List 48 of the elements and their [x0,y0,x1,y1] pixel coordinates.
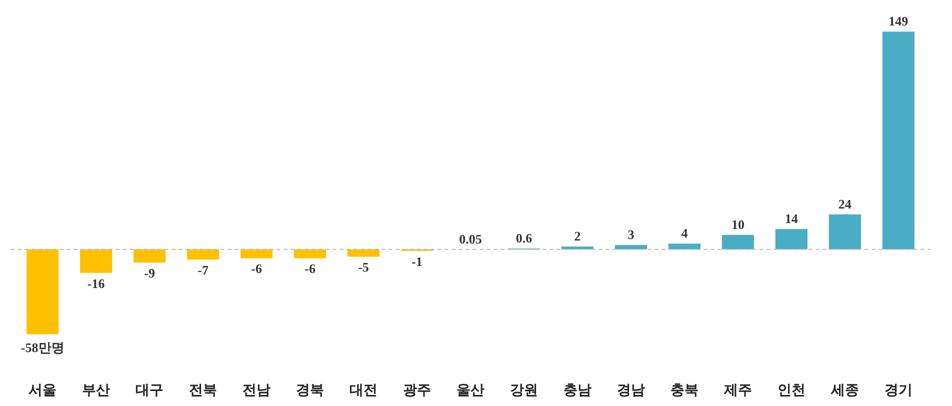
data-label: 3 [628,227,635,242]
data-label: -16 [87,276,106,291]
data-label: 0.05 [459,231,482,246]
x-tick-label: 전남 [242,382,271,398]
data-label: 0.6 [516,230,533,246]
data-label: -6 [251,261,262,276]
data-label: 24 [838,196,852,212]
x-tick-label: 충북 [670,382,698,398]
data-label: -9 [144,266,156,281]
data-label: 4 [681,226,688,241]
bar [561,246,594,250]
bar [187,249,220,260]
bar [722,234,754,250]
bar [775,228,808,250]
x-tick-label: 전북 [189,382,218,398]
x-tick-label: 인천 [777,382,806,398]
bar [828,214,861,250]
bar [294,249,326,258]
data-label: 10 [731,216,744,232]
data-label: -6 [304,261,316,276]
x-tick-label: 서울 [28,382,57,398]
bar [240,249,273,258]
x-tick-label: 광주 [403,382,432,398]
bar [80,249,112,273]
data-label: -1 [412,254,422,269]
x-tick-label: 대전 [350,382,378,398]
x-tick-label: 경남 [616,382,645,398]
bar [347,249,380,257]
x-tick-label: 제주 [722,382,752,398]
x-tick-label: 충남 [563,382,592,398]
data-label: -58만명 [20,340,64,356]
x-tick-label: 강원 [510,382,538,398]
bar [882,32,914,250]
data-label: 149 [888,14,909,29]
data-label: 2 [574,228,581,244]
x-tick-label: 세종 [830,382,859,398]
data-label: 14 [784,210,798,226]
bar [134,249,166,263]
data-label: -5 [358,260,370,275]
bar [668,244,700,250]
data-label: -7 [198,262,209,278]
x-tick-label: 경북 [296,382,324,398]
x-tick-label: 부산 [82,382,110,398]
bar [614,245,648,250]
x-tick-label: 대구 [136,382,164,398]
x-tick-label: 울산 [456,382,484,398]
x-tick-label: 경기 [884,382,912,398]
bar [26,249,59,334]
